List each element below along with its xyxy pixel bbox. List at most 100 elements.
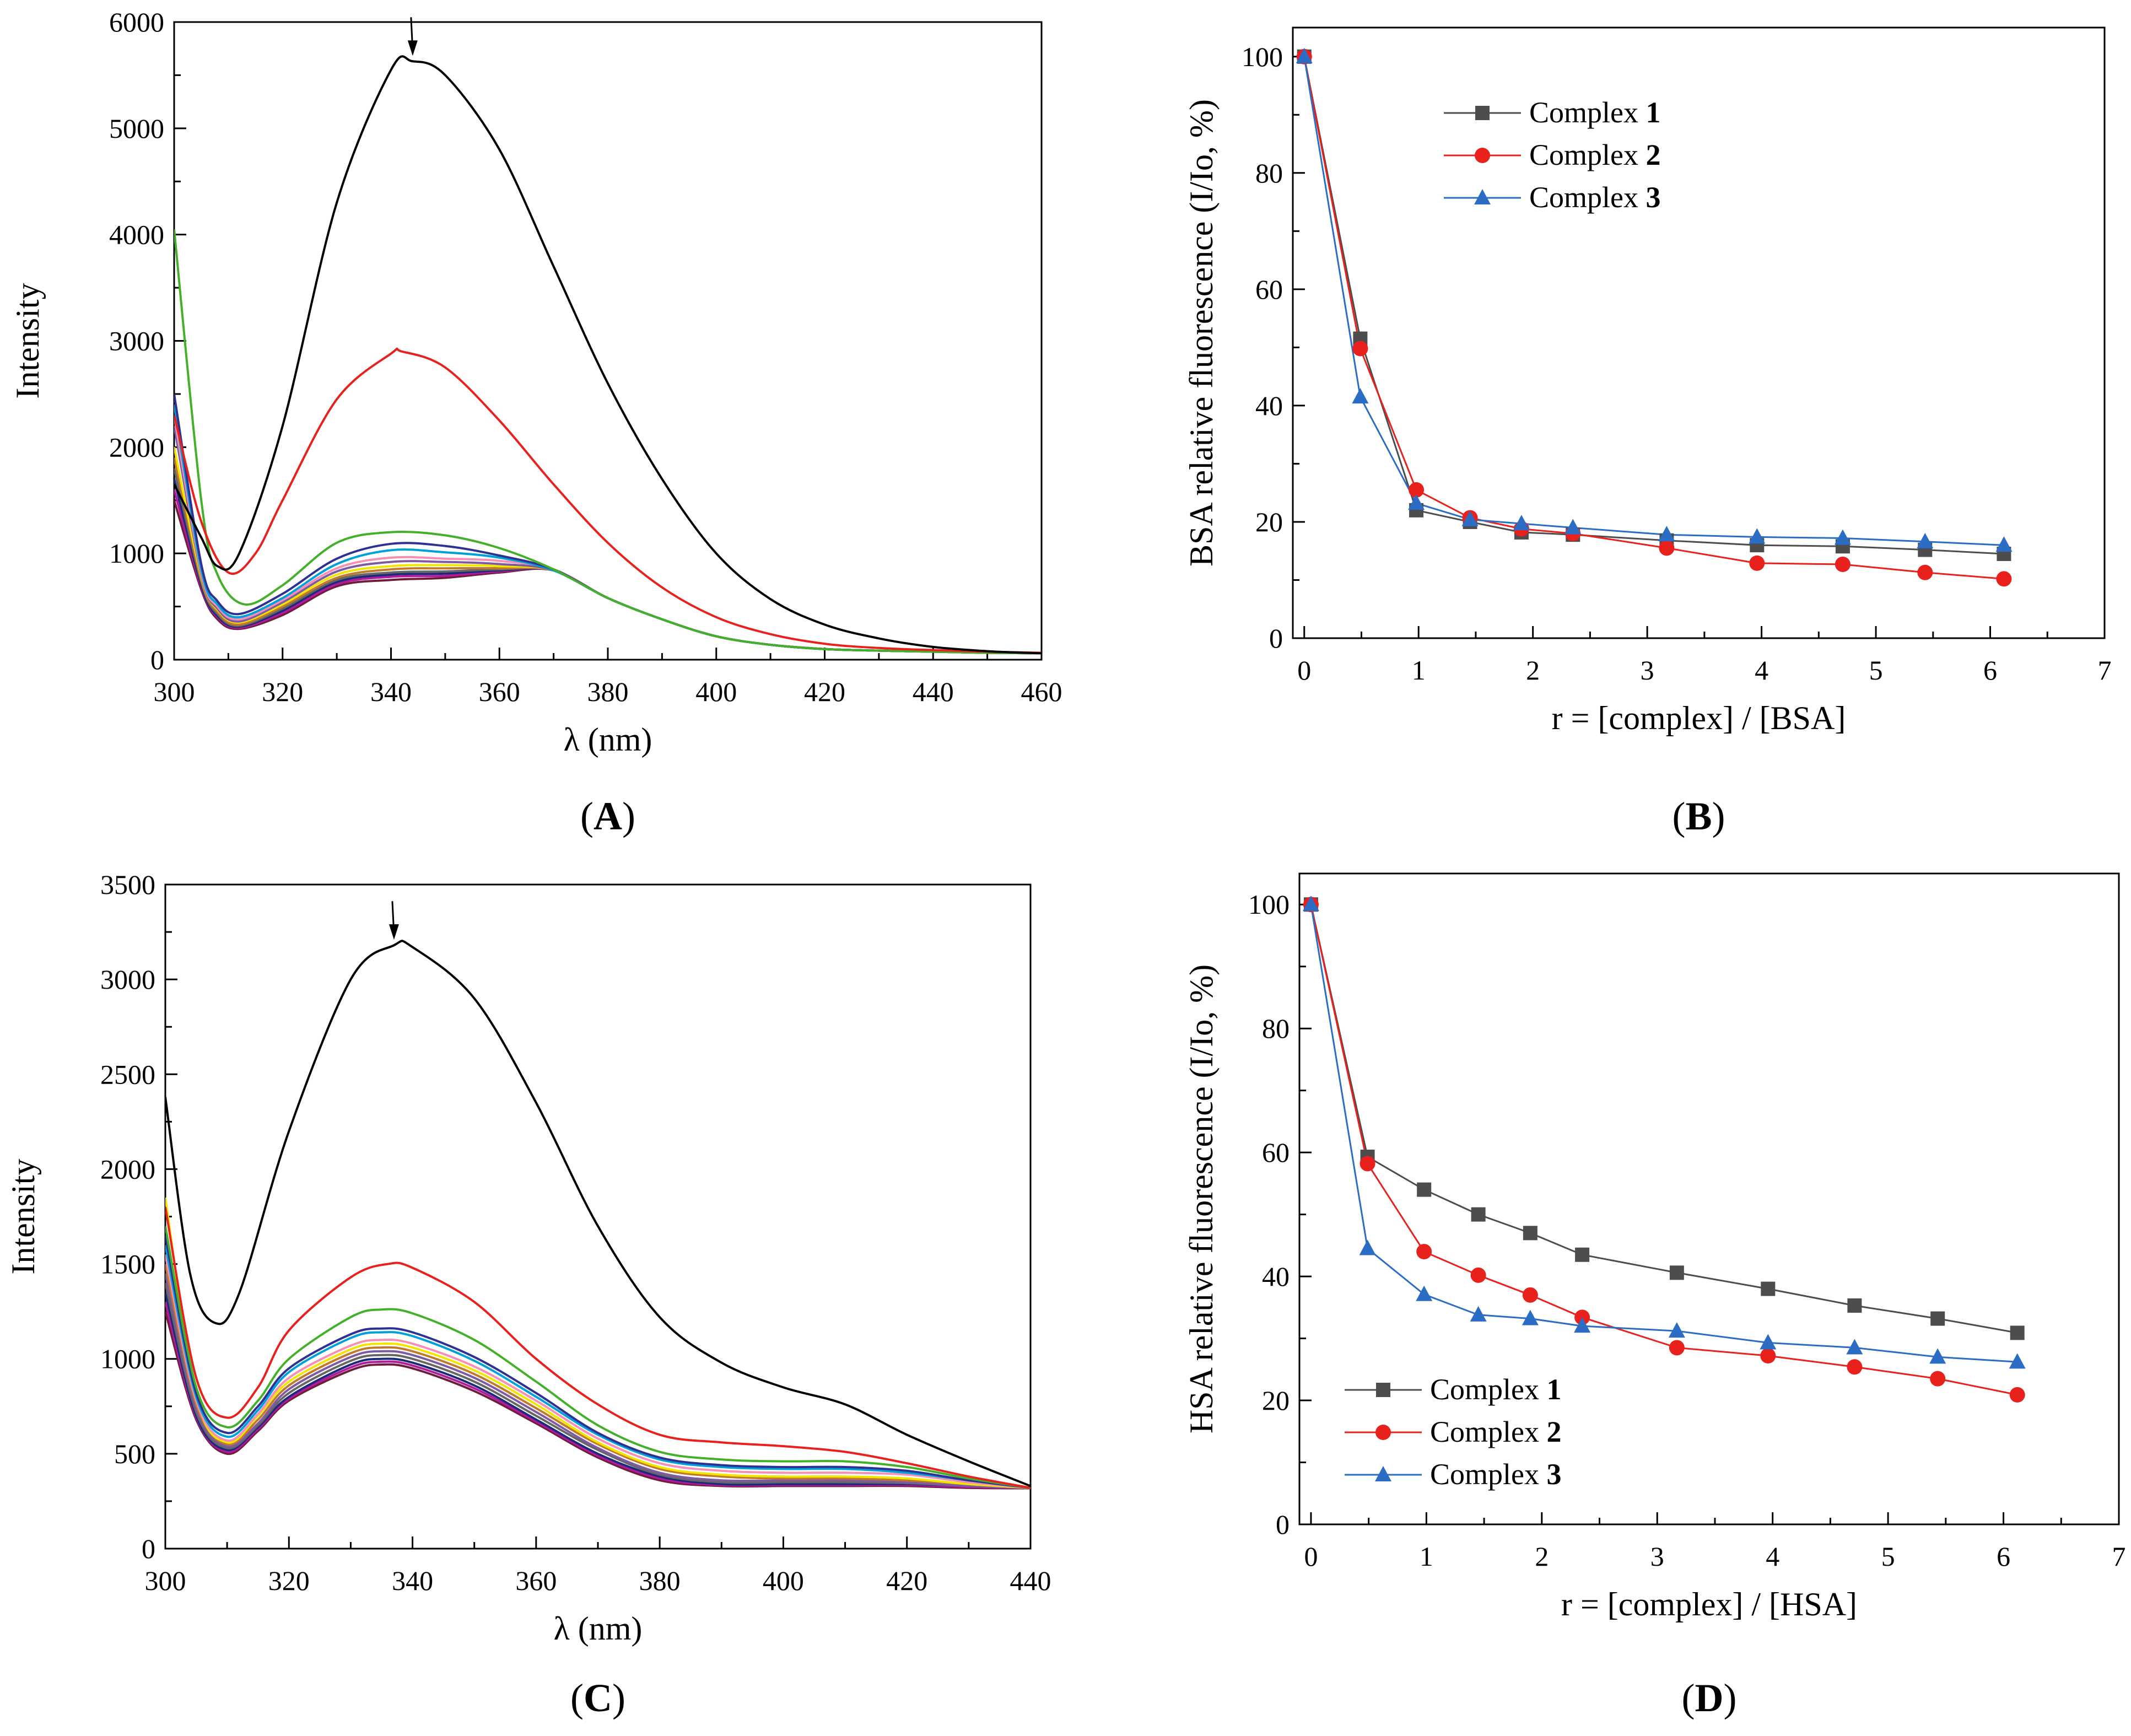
spectrum-line bbox=[174, 55, 1042, 655]
spectrum-line bbox=[174, 347, 1042, 654]
y-tick-label: 80 bbox=[1255, 158, 1283, 188]
y-tick-label: 60 bbox=[1262, 1137, 1290, 1168]
triangle-marker bbox=[1302, 896, 1319, 912]
panel-label-close: ) bbox=[1712, 794, 1725, 838]
panel-label-close: ) bbox=[622, 794, 635, 838]
triangle-marker bbox=[1522, 1309, 1539, 1325]
x-tick-label: 5 bbox=[1881, 1541, 1895, 1572]
circle-marker bbox=[1522, 1287, 1538, 1303]
y-axis-label: BSA relative fluorescence (I/Io, %) bbox=[1183, 99, 1220, 567]
y-axis-label: Intensity bbox=[5, 1159, 41, 1275]
y-tick-label: 4000 bbox=[109, 219, 164, 250]
square-marker bbox=[1930, 1311, 1945, 1326]
circle-marker bbox=[1760, 1348, 1776, 1364]
y-tick-label: 500 bbox=[114, 1438, 155, 1469]
legend-label: Complex 2 bbox=[1430, 1415, 1562, 1448]
circle-marker bbox=[1375, 1425, 1391, 1440]
triangle-marker bbox=[1749, 528, 1766, 544]
triangle-marker bbox=[1668, 1322, 1685, 1338]
x-tick-label: 5 bbox=[1869, 655, 1883, 686]
square-marker bbox=[1376, 1383, 1390, 1397]
triangle-marker bbox=[1408, 494, 1425, 510]
square-marker bbox=[1471, 1207, 1486, 1222]
legend-label-text: Complex bbox=[1430, 1458, 1547, 1491]
triangle-marker bbox=[1917, 532, 1934, 548]
circle-marker bbox=[1409, 482, 1425, 498]
circle-marker bbox=[1470, 1267, 1486, 1283]
x-tick-label: 360 bbox=[479, 676, 520, 707]
plot-frame bbox=[1292, 26, 2106, 639]
panel-c-spectra: 300 320 340 360 380 400 420 440 0 500 1000 1500 2000… bbox=[5, 869, 1051, 1720]
triangle-marker bbox=[1461, 510, 1479, 526]
spectrum-line bbox=[165, 940, 1031, 1487]
y-tick-label: 6000 bbox=[109, 7, 164, 37]
y-tick-label: 0 bbox=[1276, 1509, 1290, 1540]
x-axis-label: r = [complex] / [HSA] bbox=[1561, 1586, 1857, 1622]
triangle-marker bbox=[1760, 1334, 1777, 1350]
circle-marker bbox=[1835, 556, 1851, 572]
x-tick-label: 6 bbox=[1997, 1541, 2010, 1572]
y-tick-label: 3500 bbox=[100, 869, 155, 900]
x-tick-label: 420 bbox=[886, 1565, 927, 1596]
y-tick-label: 60 bbox=[1255, 274, 1283, 305]
legend-label-number: 2 bbox=[1646, 138, 1661, 171]
triangle-marker bbox=[1416, 1285, 1433, 1301]
x-tick-label: 0 bbox=[1297, 655, 1311, 686]
triangle-marker bbox=[1470, 1306, 1487, 1322]
circle-marker bbox=[1352, 341, 1368, 357]
x-tick-label: 380 bbox=[587, 676, 629, 707]
legend-label-number: 1 bbox=[1547, 1373, 1562, 1406]
x-tick-label: 400 bbox=[695, 676, 737, 707]
square-marker bbox=[1523, 1226, 1537, 1241]
x-tick-label: 2 bbox=[1526, 655, 1540, 686]
square-marker bbox=[1417, 1182, 1432, 1197]
x-tick-label: 0 bbox=[1304, 1541, 1318, 1572]
triangle-marker bbox=[1513, 515, 1530, 531]
x-tick-label: 320 bbox=[262, 676, 303, 707]
x-tick-label: 320 bbox=[268, 1565, 310, 1596]
legend-label-number: 1 bbox=[1646, 96, 1661, 129]
spectrum-line bbox=[165, 1235, 1031, 1489]
x-tick-label: 440 bbox=[913, 676, 954, 707]
spectrum-line bbox=[174, 229, 1042, 655]
panel-d-hsa-quenching: 0 1 2 3 4 5 6 7 0 20 40 60 80 100 r = [complex] / [HSA… bbox=[1183, 872, 2126, 1720]
x-tick-label: 440 bbox=[1010, 1565, 1051, 1596]
x-tick-label: 460 bbox=[1021, 676, 1062, 707]
y-tick-label: 5000 bbox=[109, 113, 164, 144]
y-tick-label: 2000 bbox=[100, 1153, 155, 1184]
panel-label: (C) bbox=[570, 1676, 625, 1720]
legend-label-text: Complex bbox=[1529, 138, 1646, 171]
circle-marker bbox=[1847, 1359, 1863, 1375]
panel-label-open: ( bbox=[580, 794, 594, 838]
panel-label-letter: B bbox=[1685, 794, 1712, 838]
circle-marker bbox=[1669, 1340, 1685, 1356]
arrow-head bbox=[389, 924, 399, 940]
triangle-marker bbox=[1834, 529, 1851, 545]
legend-label: Complex 1 bbox=[1529, 96, 1661, 129]
y-tick-label: 2000 bbox=[109, 432, 164, 462]
circle-marker bbox=[1359, 1156, 1375, 1172]
y-axis-label: Intensity bbox=[9, 283, 46, 399]
panel-label: (A) bbox=[580, 794, 635, 838]
y-tick-label: 100 bbox=[1242, 41, 1283, 72]
legend-label: Complex 1 bbox=[1430, 1373, 1562, 1406]
spectrum-line bbox=[165, 1244, 1031, 1489]
y-tick-label: 3000 bbox=[109, 326, 164, 357]
legend-label-text: Complex bbox=[1529, 96, 1646, 129]
panel-label-open: ( bbox=[570, 1676, 584, 1720]
triangle-marker bbox=[1352, 388, 1369, 404]
square-marker bbox=[2010, 1325, 2025, 1340]
spectrum-line bbox=[165, 1292, 1031, 1489]
triangle-marker bbox=[1375, 1466, 1391, 1481]
circle-marker bbox=[1917, 564, 1933, 580]
spectrum-line bbox=[165, 1226, 1031, 1489]
legend-label-number: 2 bbox=[1547, 1415, 1562, 1448]
square-marker bbox=[1761, 1281, 1776, 1296]
panel-label: (B) bbox=[1673, 794, 1725, 838]
y-tick-label: 40 bbox=[1262, 1261, 1290, 1292]
y-axis-label: HSA relative fluorescence (I/Io, %) bbox=[1183, 964, 1220, 1433]
x-axis-label: r = [complex] / [BSA] bbox=[1552, 700, 1846, 736]
x-axis-label: λ (nm) bbox=[564, 721, 652, 758]
triangle-marker bbox=[1564, 519, 1582, 535]
